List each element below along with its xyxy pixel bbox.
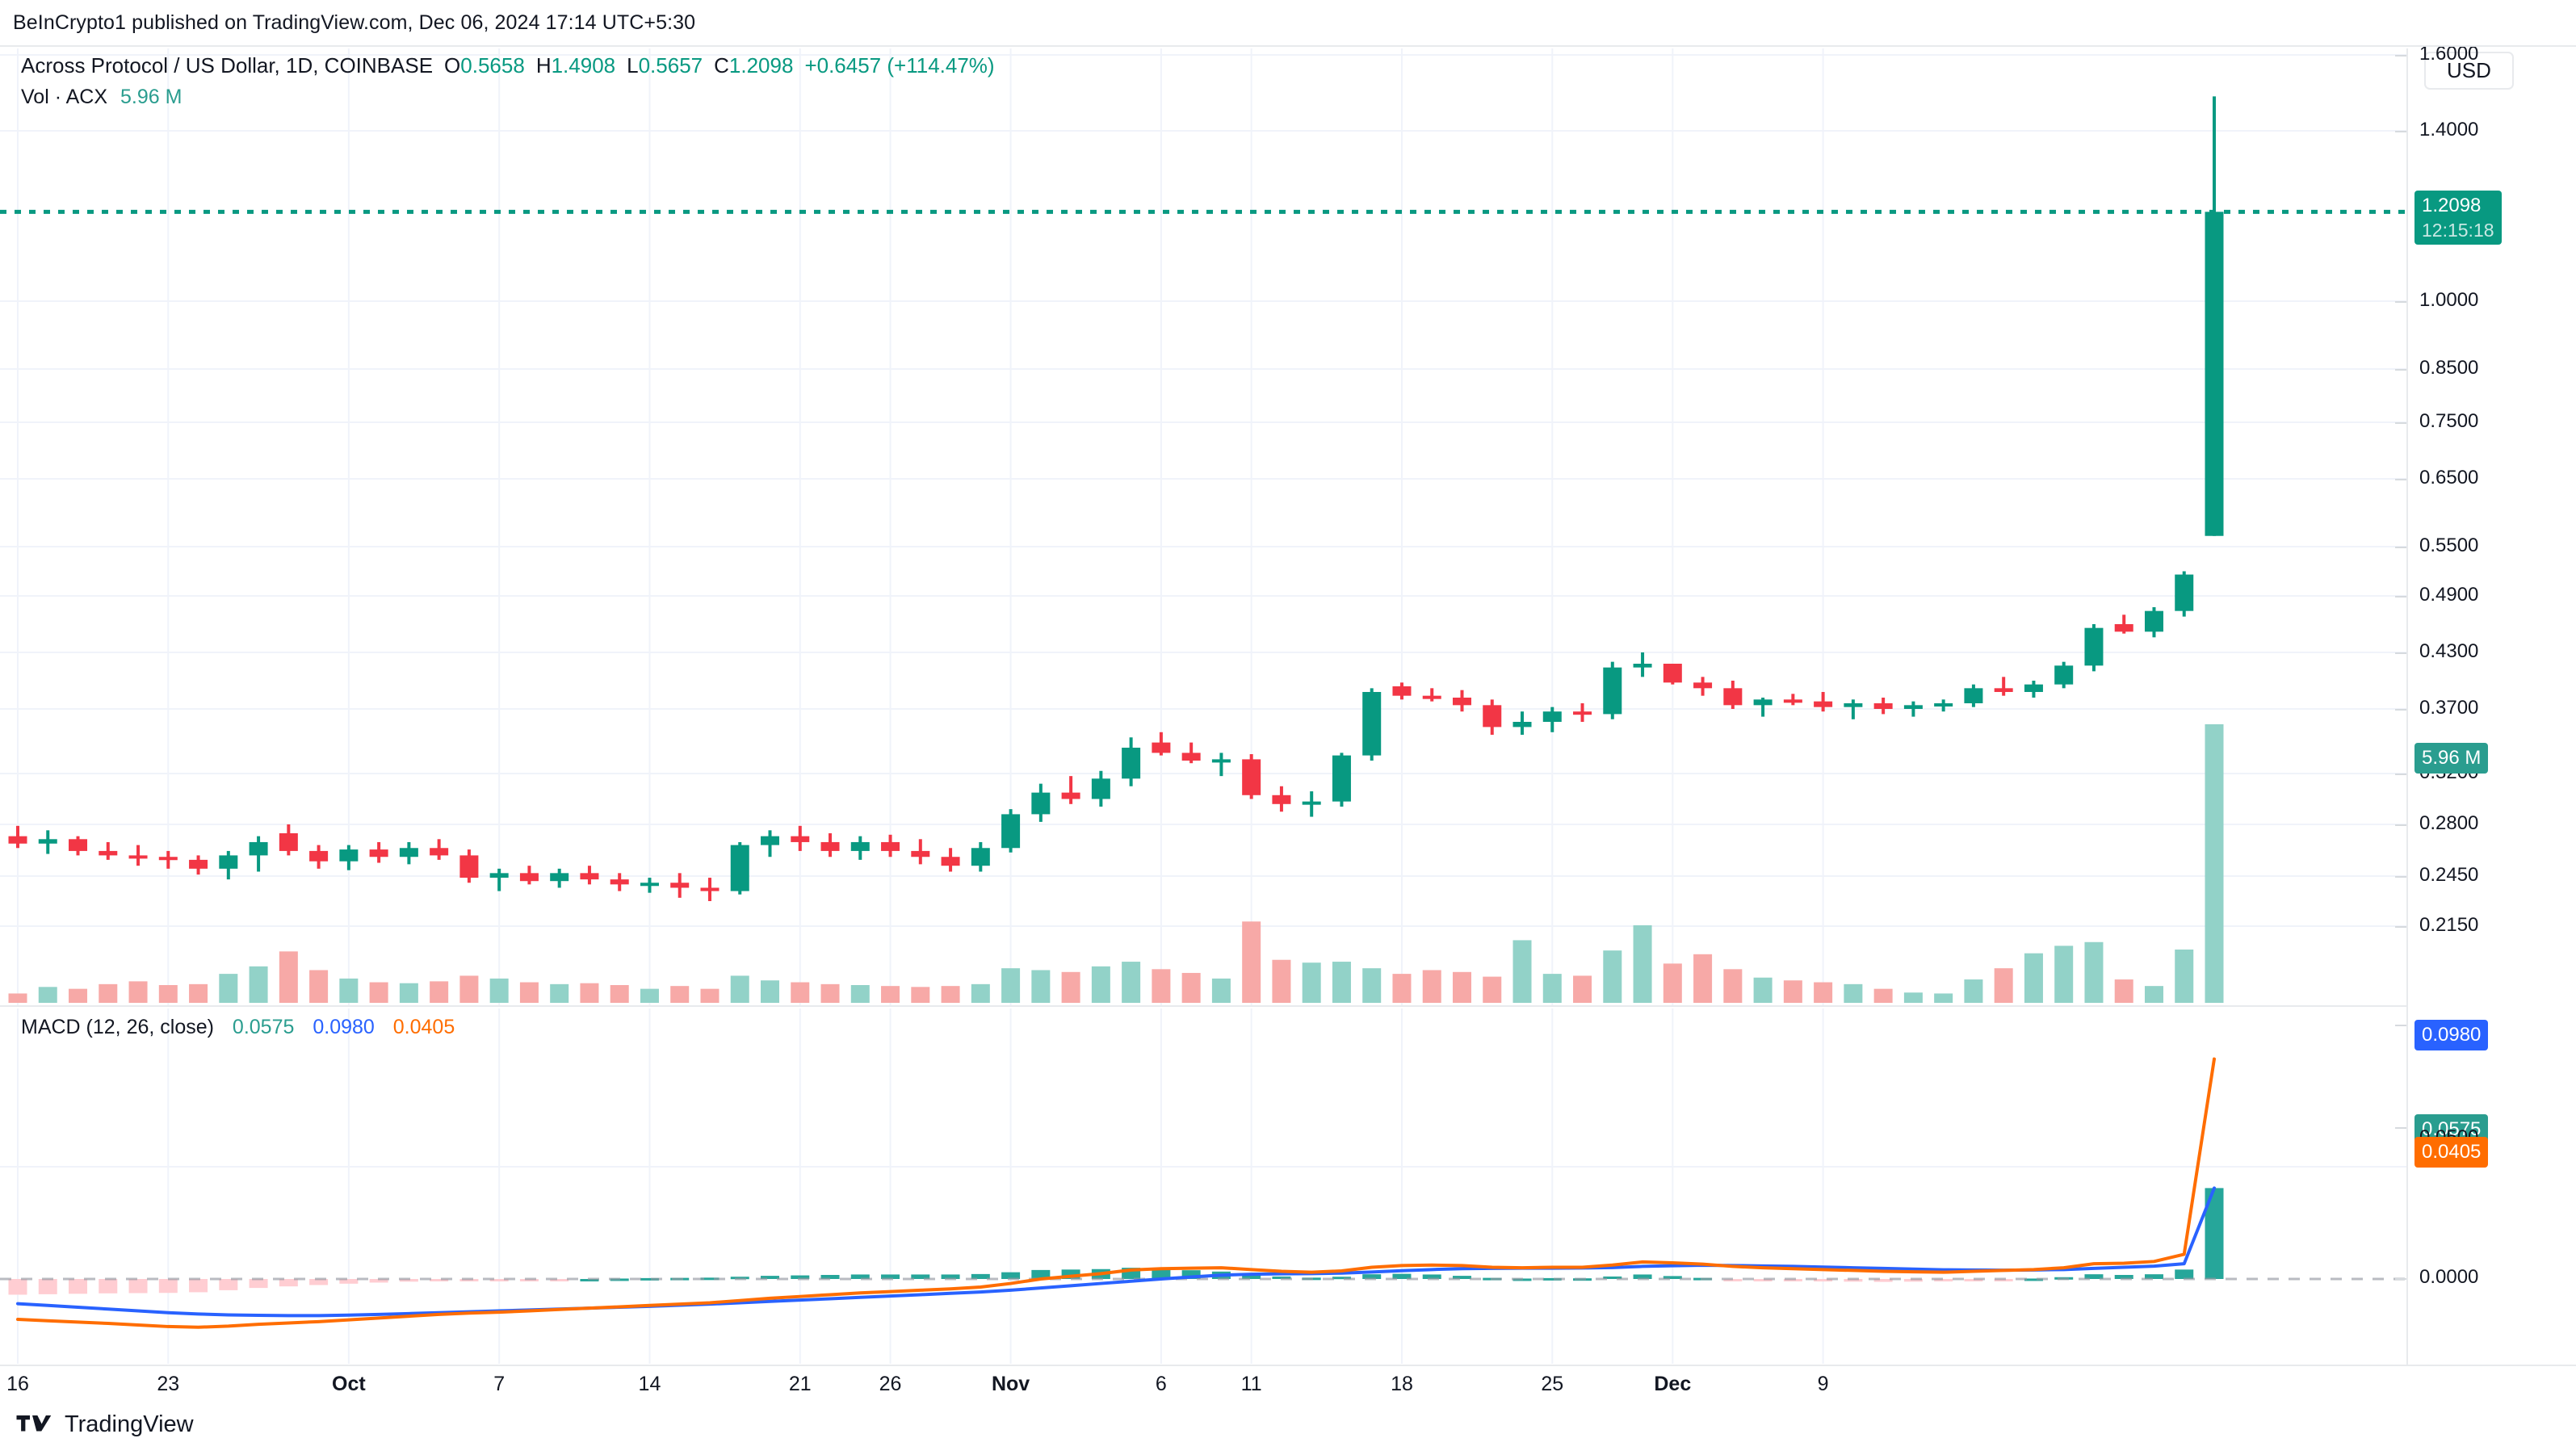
volume-axis-badge[interactable]: 5.96 M xyxy=(2414,743,2489,774)
price-axis-tick xyxy=(2395,479,2406,480)
price-axis-label: 0.2450 xyxy=(2419,864,2479,886)
macd-value: 0.0575 xyxy=(232,1016,295,1038)
macd-axis-tick xyxy=(2395,1127,2406,1129)
macd-legend: MACD (12, 26, close) 0.0575 0.0980 0.040… xyxy=(21,1016,455,1039)
price-axis-tick xyxy=(2395,422,2406,424)
macd-chart-pane[interactable] xyxy=(0,1008,2406,1364)
ohlc-high: H1.4908 xyxy=(535,53,616,78)
time-axis-label: 21 xyxy=(788,1373,812,1395)
time-axis-label: Nov xyxy=(991,1373,1030,1395)
macd-title: MACD (12, 26, close) xyxy=(21,1016,214,1038)
price-axis-tick xyxy=(2395,55,2406,57)
macd-signal-value: 0.0980 xyxy=(313,1016,375,1038)
time-axis-label: 25 xyxy=(1541,1373,1564,1395)
price-axis-label: 0.5500 xyxy=(2419,535,2479,556)
macd-axis-tick xyxy=(2395,1278,2406,1280)
price-change: +0.6457 (+114.47%) xyxy=(804,53,995,78)
price-chart-svg xyxy=(0,48,2406,1005)
time-axis-label: 7 xyxy=(493,1373,506,1395)
time-axis-label: Dec xyxy=(1654,1373,1692,1395)
price-axis-label: 0.4300 xyxy=(2419,640,2479,662)
price-axis-label: 0.7500 xyxy=(2419,410,2479,432)
ohlc-open: O0.5658 xyxy=(444,53,525,78)
price-axis-tick xyxy=(2395,652,2406,654)
macd-zero-label: 0.0000 xyxy=(2419,1266,2479,1288)
volume-label: Vol · ACX xyxy=(21,86,107,108)
price-axis-label: 0.3700 xyxy=(2419,697,2479,719)
price-axis[interactable]: USD 1.6000 1.4000 1.0000 0.8500 0.7500 0.6500… xyxy=(2406,44,2576,1365)
macd-hist-value: 0.0405 xyxy=(392,1016,455,1038)
time-axis-label: Oct xyxy=(332,1373,366,1395)
volume-value: 5.96 M xyxy=(120,86,183,108)
price-axis-tick xyxy=(2395,547,2406,548)
legend-volume-row: Vol · ACX 5.96 M xyxy=(21,86,995,113)
bar-countdown: 12:15:18 xyxy=(2422,219,2494,241)
tradingview-logo-icon xyxy=(16,1415,52,1431)
time-axis[interactable]: 16 23 Oct 7 14 21 26 Nov 6 11 18 25 Dec 9 xyxy=(0,1365,2576,1407)
price-axis-tick xyxy=(2395,596,2406,598)
tradingview-wordmark: TradingView xyxy=(65,1411,194,1437)
legend-ohlc-row: Across Protocol / US Dollar, 1D, COINBAS… xyxy=(21,53,995,81)
price-axis-label: 0.8500 xyxy=(2419,357,2479,379)
price-axis-tick xyxy=(2395,876,2406,878)
price-axis-label: 0.2150 xyxy=(2419,914,2479,936)
time-axis-label: 14 xyxy=(638,1373,661,1395)
time-axis-label: 6 xyxy=(1155,1373,1167,1395)
time-axis-label: 9 xyxy=(1817,1373,1829,1395)
ohlc-low: L0.5657 xyxy=(627,53,703,78)
price-axis-tick xyxy=(2395,369,2406,371)
price-axis-label: 1.0000 xyxy=(2419,289,2479,311)
time-axis-label: 18 xyxy=(1391,1373,1413,1395)
price-axis-label: 1.4000 xyxy=(2419,119,2479,140)
macd-hist-badge[interactable]: 0.0405 xyxy=(2414,1137,2489,1168)
time-axis-label: 23 xyxy=(157,1373,180,1395)
price-axis-tick xyxy=(2395,131,2406,132)
price-axis-tick xyxy=(2395,926,2406,928)
attribution-text: BeInCrypto1 published on TradingView.com… xyxy=(13,10,696,34)
price-axis-tick xyxy=(2395,824,2406,826)
price-axis-tick xyxy=(2395,301,2406,303)
ohlc-close: C1.2098 xyxy=(714,53,794,78)
pane-divider xyxy=(0,1005,2576,1007)
footer-branding: TradingView xyxy=(16,1411,194,1438)
price-axis-label: 0.4900 xyxy=(2419,584,2479,606)
price-chart-pane[interactable] xyxy=(0,48,2406,1005)
price-axis-label: 1.6000 xyxy=(2419,43,2479,65)
chart-legend: Across Protocol / US Dollar, 1D, COINBAS… xyxy=(21,53,995,113)
time-axis-label: 16 xyxy=(6,1373,29,1395)
price-axis-tick xyxy=(2395,709,2406,711)
attribution-bar: BeInCrypto1 published on TradingView.com… xyxy=(0,0,2576,47)
price-axis-label: 0.2800 xyxy=(2419,812,2479,834)
macd-chart-svg xyxy=(0,1008,2406,1364)
time-axis-label: 26 xyxy=(879,1373,902,1395)
last-price-value: 1.2098 xyxy=(2422,195,2482,217)
price-axis-label: 0.6500 xyxy=(2419,467,2479,488)
currency-chip[interactable]: USD xyxy=(2424,52,2514,90)
price-axis-tick xyxy=(2395,774,2406,775)
macd-signal-badge[interactable]: 0.0980 xyxy=(2414,1020,2489,1050)
last-price-badge[interactable]: 1.2098 12:15:18 xyxy=(2414,191,2502,245)
macd-axis-tick xyxy=(2395,1025,2406,1026)
symbol-title: Across Protocol / US Dollar, 1D, COINBAS… xyxy=(21,53,434,78)
time-axis-label: 11 xyxy=(1240,1373,1262,1395)
